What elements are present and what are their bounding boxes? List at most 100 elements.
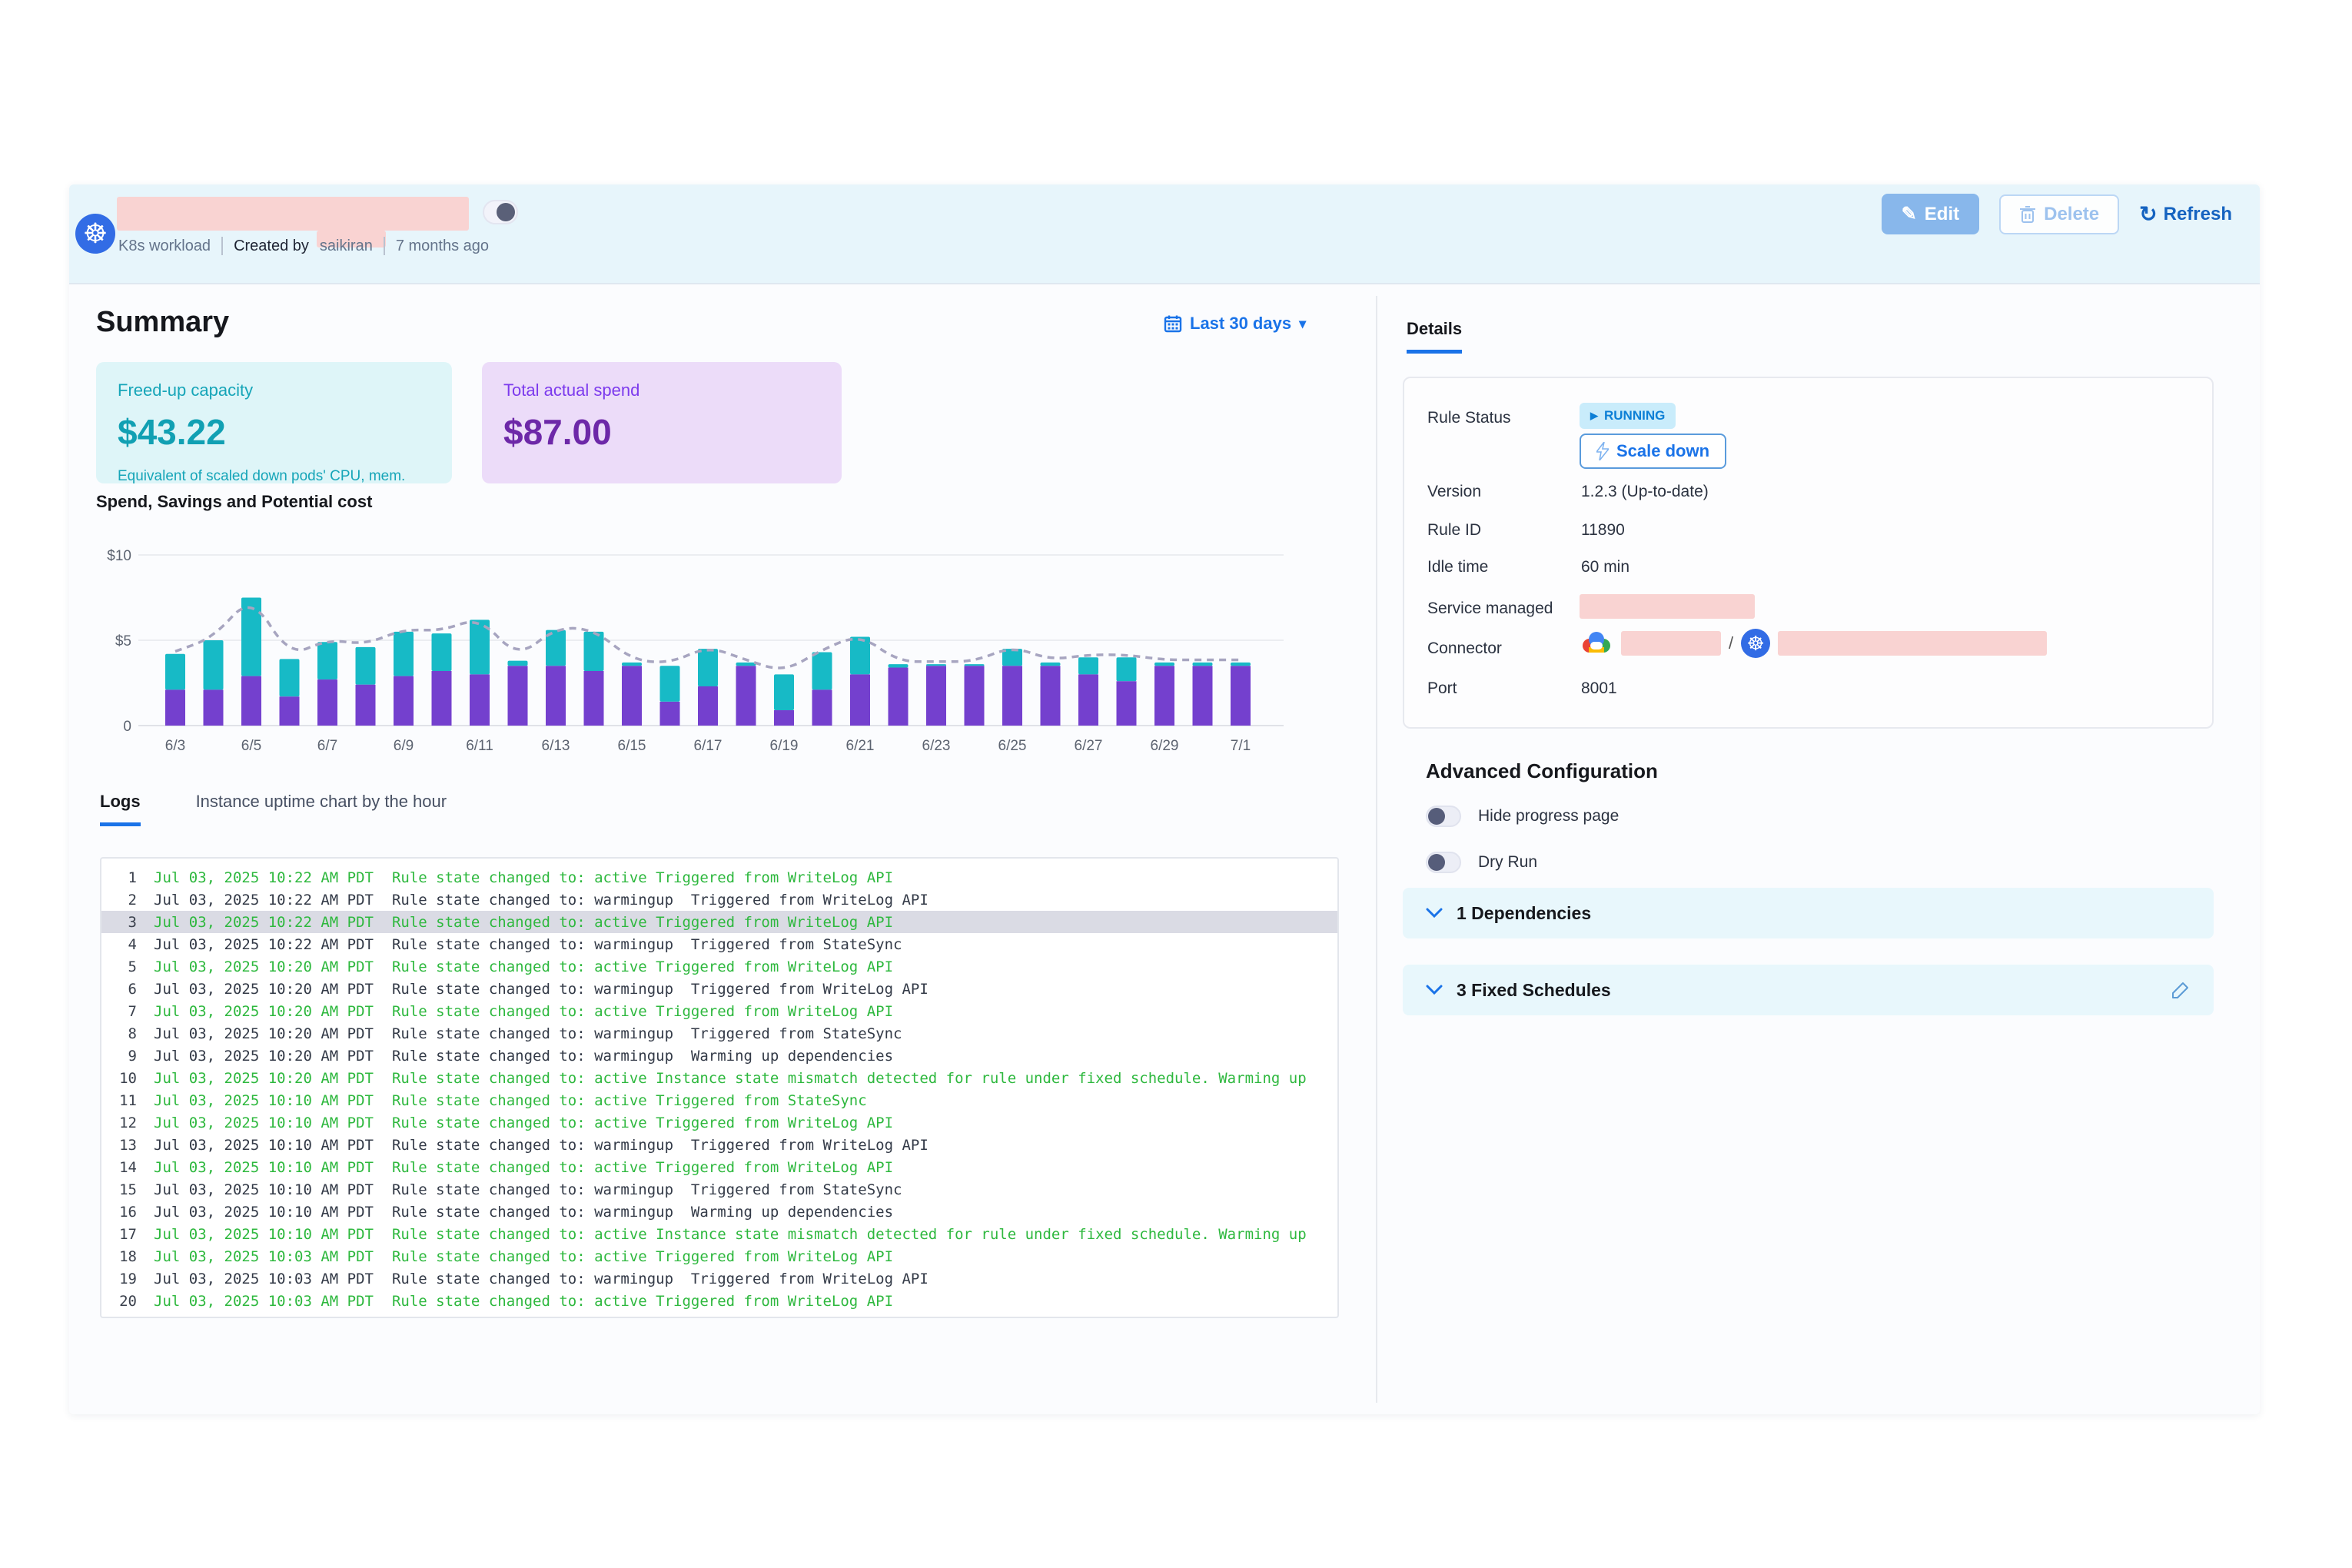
savings-bar-segment[interactable] (622, 662, 642, 666)
date-range-selector[interactable]: Last 30 days ▾ (1164, 314, 1306, 334)
spend-bar-segment[interactable] (317, 679, 337, 726)
savings-bar-segment[interactable] (241, 597, 261, 676)
spend-bar-segment[interactable] (507, 666, 528, 726)
spend-bar-segment[interactable] (964, 666, 985, 726)
spend-bar-segment[interactable] (583, 670, 604, 726)
log-row[interactable]: 12 Jul 03, 2025 10:10 AM PDT Rule state ch… (101, 1111, 1337, 1134)
log-row[interactable]: 10 Jul 03, 2025 10:20 AM PDT Rule state ch… (101, 1067, 1337, 1089)
spend-bar-segment[interactable] (1154, 666, 1174, 726)
spend-bar-segment[interactable] (1192, 666, 1213, 726)
savings-bar-segment[interactable] (583, 631, 604, 671)
spend-bar-segment[interactable] (394, 676, 414, 726)
savings-bar-segment[interactable] (736, 662, 756, 666)
log-row[interactable]: 16 Jul 03, 2025 10:10 AM PDT Rule state ch… (101, 1201, 1337, 1223)
connector-redacted-1 (1621, 631, 1721, 656)
spend-bar-segment[interactable] (1002, 666, 1022, 726)
savings-bar-segment[interactable] (546, 630, 566, 666)
savings-bar-segment[interactable] (1002, 649, 1022, 666)
log-row[interactable]: 15 Jul 03, 2025 10:10 AM PDT Rule state ch… (101, 1178, 1337, 1201)
spend-bar-segment[interactable] (546, 666, 566, 726)
savings-bar-segment[interactable] (659, 666, 680, 702)
spend-bar-segment[interactable] (812, 689, 832, 726)
spend-bar-segment[interactable] (622, 666, 642, 726)
log-row[interactable]: 17 Jul 03, 2025 10:10 AM PDT Rule state ch… (101, 1223, 1337, 1245)
3-fixed-schedules-panel[interactable]: 3 Fixed Schedules (1403, 965, 2214, 1015)
spend-bar-segment[interactable] (926, 666, 946, 726)
spend-bar-segment[interactable] (736, 666, 756, 726)
log-row[interactable]: 8 Jul 03, 2025 10:20 AM PDT Rule state cha… (101, 1022, 1337, 1045)
spend-bar-segment[interactable] (659, 701, 680, 726)
savings-bar-segment[interactable] (317, 642, 337, 680)
toggle-knob (1428, 808, 1445, 825)
log-row[interactable]: 13 Jul 03, 2025 10:10 AM PDT Rule state ch… (101, 1134, 1337, 1156)
savings-bar-segment[interactable] (888, 664, 909, 668)
log-row[interactable]: 1 Jul 03, 2025 10:22 AM PDT Rule state cha… (101, 866, 1337, 889)
tab-instance-uptime[interactable]: Instance uptime chart by the hour (195, 792, 447, 811)
savings-bar-segment[interactable] (1231, 662, 1251, 666)
savings-bar-segment[interactable] (1154, 662, 1174, 666)
x-axis-tick: 7/1 (1231, 738, 1251, 754)
workload-enabled-toggle[interactable] (483, 200, 518, 224)
spend-bar-segment[interactable] (698, 686, 718, 726)
savings-bar-segment[interactable] (203, 640, 224, 690)
log-row[interactable]: 14 Jul 03, 2025 10:10 AM PDT Rule state ch… (101, 1156, 1337, 1178)
log-row[interactable]: 20 Jul 03, 2025 10:03 AM PDT Rule state ch… (101, 1290, 1337, 1312)
spend-bar-segment[interactable] (165, 689, 185, 726)
edit-button[interactable]: ✎ Edit (1881, 194, 1980, 234)
spend-bar-segment[interactable] (203, 689, 224, 726)
spend-bar-segment[interactable] (1116, 681, 1137, 726)
savings-bar-segment[interactable] (394, 631, 414, 676)
log-row[interactable]: 5 Jul 03, 2025 10:20 AM PDT Rule state cha… (101, 955, 1337, 978)
log-row[interactable]: 11 Jul 03, 2025 10:10 AM PDT Rule state ch… (101, 1089, 1337, 1111)
savings-bar-segment[interactable] (165, 653, 185, 690)
spend-bar-segment[interactable] (888, 667, 909, 726)
savings-bar-segment[interactable] (1078, 657, 1098, 675)
tab-details[interactable]: Details (1407, 319, 1463, 354)
rule-status-value: RUNNING (1604, 408, 1666, 423)
spend-bar-segment[interactable] (1078, 674, 1098, 726)
spend-bar-segment[interactable] (241, 676, 261, 726)
log-row[interactable]: 3 Jul 03, 2025 10:22 AM PDT Rule state cha… (101, 911, 1337, 933)
1-dependencies-panel[interactable]: 1 Dependencies (1403, 888, 2214, 938)
log-row[interactable]: 18 Jul 03, 2025 10:03 AM PDT Rule state ch… (101, 1245, 1337, 1267)
log-row[interactable]: 2 Jul 03, 2025 10:22 AM PDT Rule state cha… (101, 889, 1337, 911)
savings-bar-segment[interactable] (1116, 657, 1137, 682)
savings-bar-segment[interactable] (1040, 662, 1061, 666)
spend-bar-segment[interactable] (470, 674, 490, 726)
savings-bar-segment[interactable] (355, 646, 376, 685)
savings-bar-segment[interactable] (850, 636, 870, 675)
delete-button[interactable]: Delete (1999, 194, 2120, 234)
log-line-number: 11 (119, 1091, 137, 1109)
savings-bar-segment[interactable] (698, 649, 718, 686)
savings-bar-segment[interactable] (774, 674, 794, 711)
tab-logs[interactable]: Logs (100, 792, 141, 826)
spend-bar-segment[interactable] (850, 674, 870, 726)
spend-bar-segment[interactable] (431, 670, 452, 726)
savings-bar-segment[interactable] (812, 652, 832, 690)
savings-bar-segment[interactable] (926, 664, 946, 666)
log-row[interactable]: 6 Jul 03, 2025 10:20 AM PDT Rule state cha… (101, 978, 1337, 1000)
refresh-button[interactable]: ↻ Refresh (2139, 201, 2232, 227)
spend-bar-segment[interactable] (1040, 666, 1061, 726)
log-row[interactable]: 7 Jul 03, 2025 10:20 AM PDT Rule state cha… (101, 1000, 1337, 1022)
savings-bar-segment[interactable] (507, 660, 528, 666)
spend-bar-segment[interactable] (774, 710, 794, 726)
savings-bar-segment[interactable] (431, 633, 452, 671)
savings-bar-segment[interactable] (964, 664, 985, 666)
savings-bar-segment[interactable] (279, 659, 300, 697)
log-row[interactable]: 4 Jul 03, 2025 10:22 AM PDT Rule state cha… (101, 933, 1337, 955)
log-timestamp: Jul 03, 2025 10:10 AM PDT (154, 1158, 374, 1176)
scale-down-button[interactable]: Scale down (1580, 434, 1727, 469)
savings-bar-segment[interactable] (1192, 662, 1213, 666)
spend-bar-segment[interactable] (1231, 666, 1251, 726)
hide-progress-page-toggle[interactable] (1426, 806, 1461, 827)
log-row[interactable]: 19 Jul 03, 2025 10:03 AM PDT Rule state ch… (101, 1267, 1337, 1290)
edit-pencil-icon[interactable] (2171, 980, 2191, 1000)
spend-bar-segment[interactable] (279, 696, 300, 726)
log-row[interactable]: 9 Jul 03, 2025 10:20 AM PDT Rule state cha… (101, 1045, 1337, 1067)
dry-run-toggle[interactable] (1426, 852, 1461, 873)
log-table[interactable]: 1 Jul 03, 2025 10:22 AM PDT Rule state cha… (100, 857, 1339, 1318)
log-timestamp: Jul 03, 2025 10:10 AM PDT (154, 1181, 374, 1198)
spend-bar-segment[interactable] (355, 684, 376, 726)
savings-bar-segment[interactable] (470, 620, 490, 675)
